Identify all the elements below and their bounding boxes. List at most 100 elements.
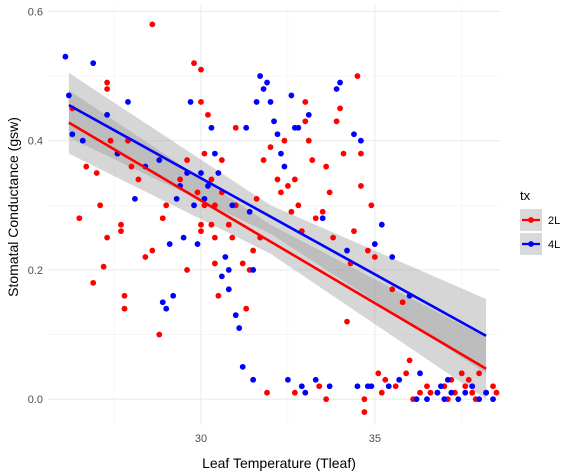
data-point-2L (302, 99, 309, 105)
data-point-2L (302, 118, 309, 125)
data-point-2L (100, 263, 107, 270)
data-point-2L (368, 202, 375, 209)
data-point-2L (361, 409, 368, 415)
data-point-2L (389, 286, 396, 293)
data-point-4L (344, 247, 350, 254)
data-point-4L (371, 241, 378, 247)
data-point-2L (149, 21, 156, 28)
data-point-2L (76, 215, 83, 222)
data-point-2L (291, 389, 298, 396)
data-point-4L (389, 254, 396, 260)
data-point-4L (278, 150, 284, 157)
y-tick-label: 0.0 (28, 394, 43, 406)
data-point-4L (417, 370, 423, 377)
data-point-2L (465, 376, 472, 383)
data-point-4L (434, 389, 441, 396)
data-point-2L (316, 383, 323, 390)
data-point-4L (260, 86, 267, 92)
data-point-2L (417, 389, 423, 396)
data-point-4L (295, 124, 302, 131)
data-point-2L (399, 299, 406, 306)
data-point-2L (225, 221, 232, 228)
data-point-4L (462, 389, 469, 396)
data-point-2L (198, 66, 204, 73)
trend-lines (68, 104, 487, 370)
data-point-4L (264, 79, 270, 86)
data-point-2L (107, 137, 114, 144)
data-point-4L (298, 383, 305, 390)
data-point-4L (253, 99, 260, 105)
data-point-2L (403, 370, 410, 377)
legend-key-point (528, 241, 534, 247)
data-point-4L (333, 86, 340, 92)
data-point-4L (250, 267, 257, 273)
data-point-4L (156, 157, 163, 163)
data-point-4L (354, 383, 361, 390)
data-point-2L (424, 383, 430, 390)
data-point-2L (260, 157, 267, 163)
data-point-2L (264, 389, 270, 396)
data-point-4L (236, 325, 243, 331)
data-point-4L (79, 137, 86, 144)
data-point-4L (312, 376, 319, 383)
data-point-4L (281, 163, 288, 170)
data-point-2L (427, 389, 434, 396)
data-point-2L (198, 99, 204, 105)
data-point-4L (166, 241, 173, 247)
data-point-4L (125, 99, 131, 105)
data-point-2L (104, 234, 111, 241)
data-point-2L (312, 215, 319, 222)
data-point-4L (444, 376, 451, 383)
data-point-4L (180, 234, 187, 241)
data-point-4L (483, 389, 489, 396)
data-point-2L (229, 234, 236, 241)
data-point-2L (358, 183, 364, 189)
data-point-4L (469, 383, 476, 390)
data-point-2L (323, 163, 330, 170)
legend-label-4L: 4L (548, 239, 560, 251)
data-point-4L (285, 376, 291, 383)
trend-line-2L (68, 121, 487, 370)
data-point-4L (225, 286, 232, 293)
data-point-4L (326, 383, 333, 390)
data-point-2L (232, 124, 239, 131)
data-point-2L (198, 221, 204, 228)
data-point-4L (232, 312, 239, 319)
data-point-2L (344, 318, 350, 325)
data-point-4L (62, 53, 69, 60)
data-point-4L (476, 396, 483, 403)
data-point-2L (371, 254, 378, 260)
data-point-2L (159, 215, 166, 222)
legend-key-point (528, 217, 534, 223)
data-point-2L (364, 247, 371, 254)
data-point-4L (191, 202, 197, 209)
data-point-4L (239, 363, 246, 370)
data-point-4L (215, 170, 222, 176)
data-point-2L (358, 150, 364, 157)
data-point-4L (257, 73, 263, 79)
data-point-4L (159, 299, 166, 306)
data-point-2L (90, 279, 97, 286)
x-tick-label: 30 (195, 433, 207, 445)
data-point-4L (211, 150, 218, 157)
data-point-2L (267, 144, 274, 151)
data-point-2L (211, 260, 218, 267)
data-point-2L (291, 176, 298, 183)
data-point-4L (170, 292, 177, 299)
data-point-2L (184, 157, 190, 163)
data-point-2L (205, 111, 211, 118)
data-point-2L (97, 202, 104, 209)
data-point-2L (135, 176, 142, 183)
data-point-2L (208, 221, 215, 228)
data-point-2L (309, 157, 316, 163)
data-point-4L (250, 376, 257, 383)
y-tick-label: 0.6 (28, 6, 43, 18)
data-point-4L (90, 60, 97, 67)
data-point-2L (118, 228, 124, 235)
data-point-4L (225, 267, 232, 273)
x-tick-label: 35 (369, 433, 381, 445)
data-point-4L (319, 215, 326, 222)
y-axis-title: Stomatal Conductance (gsw) (5, 117, 21, 297)
data-point-2L (323, 396, 330, 403)
